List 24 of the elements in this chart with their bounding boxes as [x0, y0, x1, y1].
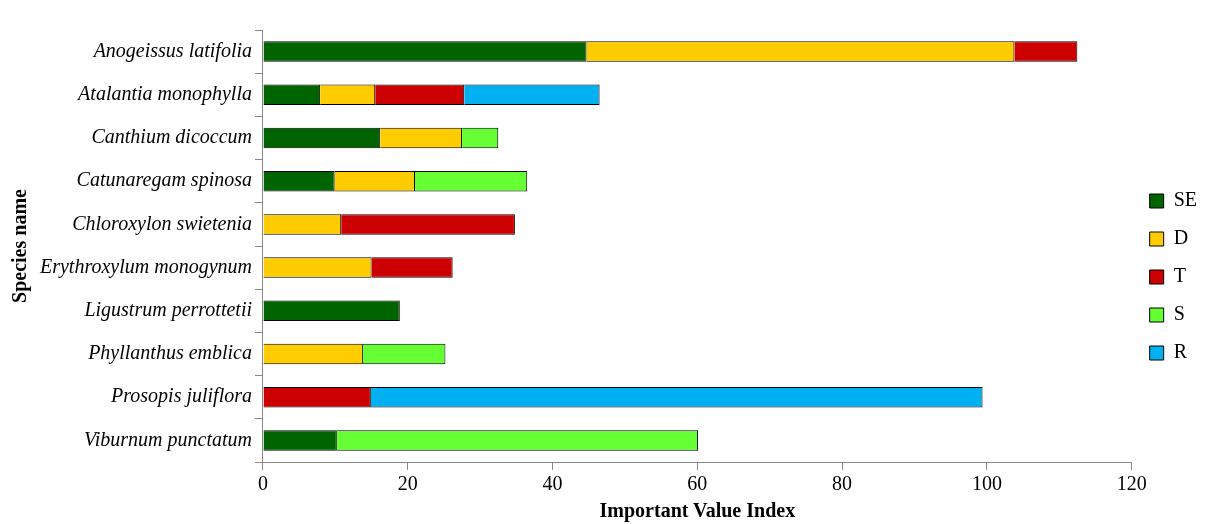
- y-tick-label: Atalantia monophylla: [76, 82, 252, 106]
- legend-label: R: [1173, 340, 1188, 363]
- y-tick-label: Erythroxylum monogynum: [38, 254, 252, 278]
- x-tick-label: 120: [1116, 472, 1147, 495]
- legend-label: SE: [1173, 188, 1197, 211]
- x-tick-label: 80: [832, 472, 853, 495]
- y-axis-title: Species name: [8, 188, 32, 303]
- legend-label: S: [1173, 302, 1185, 325]
- x-tick-label: 20: [397, 472, 418, 495]
- y-tick-label: Viburnum punctatum: [84, 427, 252, 451]
- y-tick-label: Catunaregam spinosa: [76, 168, 252, 192]
- y-tick-label: Anogeissus latifolia: [91, 38, 252, 62]
- x-tick-label: 100: [971, 472, 1002, 495]
- y-tick-label: Phyllanthus emblica: [87, 341, 252, 365]
- y-tick-label: Chloroxylon swietenia: [72, 211, 252, 235]
- x-tick-label: 0: [257, 472, 268, 495]
- legend-label: D: [1173, 226, 1189, 249]
- y-tick-label: Prosopis juliflora: [110, 384, 252, 408]
- y-tick-label: Canthium dicoccum: [91, 125, 252, 148]
- x-axis-title: Important Value Index: [599, 499, 796, 523]
- x-tick-label: 40: [542, 472, 563, 495]
- legend-label: T: [1173, 264, 1186, 287]
- x-tick-label: 60: [687, 472, 708, 495]
- y-tick-label: Ligustrum perrottetii: [83, 298, 252, 322]
